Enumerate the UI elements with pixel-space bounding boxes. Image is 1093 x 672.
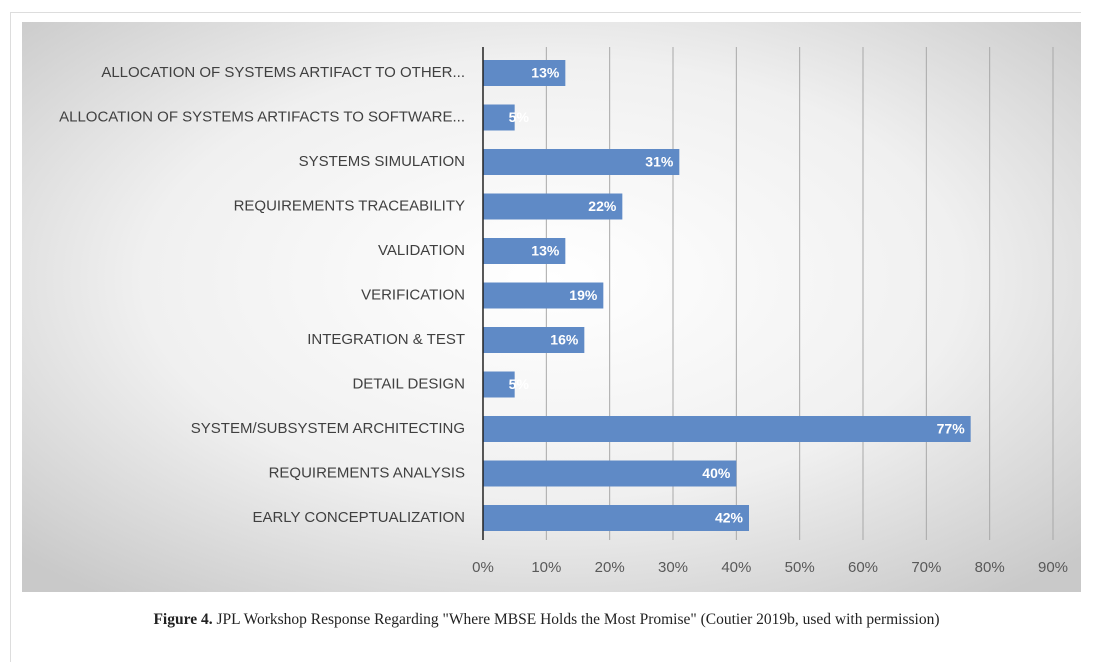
- x-tick-label: 10%: [531, 559, 561, 576]
- x-tick-label: 50%: [785, 559, 815, 576]
- category-label: SYSTEM/SUBSYSTEM ARCHITECTING: [191, 420, 465, 437]
- category-label: SYSTEMS SIMULATION: [299, 153, 465, 170]
- x-tick-label: 60%: [848, 559, 878, 576]
- category-label: VERIFICATION: [361, 286, 465, 303]
- category-label: DETAIL DESIGN: [352, 375, 465, 392]
- bar: [483, 60, 566, 86]
- value-label: 42%: [715, 510, 744, 526]
- value-label: 13%: [531, 65, 560, 81]
- x-tick-label: 40%: [721, 559, 751, 576]
- x-tick-label: 90%: [1038, 559, 1068, 576]
- caption-label: Figure 4.: [153, 611, 213, 628]
- x-tick-label: 0%: [472, 559, 494, 576]
- bar: [483, 327, 585, 353]
- bar: [483, 282, 604, 309]
- category-label: INTEGRATION & TEST: [307, 331, 465, 348]
- x-tick-label: 70%: [911, 559, 941, 576]
- figure-frame: [10, 12, 1081, 662]
- bar: [483, 193, 623, 220]
- value-label: 40%: [702, 465, 731, 481]
- value-label: 31%: [645, 154, 674, 170]
- bar: [483, 505, 749, 531]
- x-tick-label: 20%: [595, 559, 625, 576]
- category-label: EARLY CONCEPTUALIZATION: [252, 509, 465, 526]
- category-label: ALLOCATION OF SYSTEMS ARTIFACTS TO SOFTW…: [59, 108, 465, 125]
- category-label: REQUIREMENTS ANALYSIS: [269, 464, 465, 481]
- value-label: 16%: [550, 332, 579, 348]
- x-tick-label: 80%: [975, 559, 1005, 576]
- category-label: ALLOCATION OF SYSTEMS ARTIFACT TO OTHER.…: [101, 64, 465, 81]
- value-label: 5%: [509, 376, 530, 392]
- x-tick-label: 30%: [658, 559, 688, 576]
- chart: 0% 10% 20% 30% 40% 50% 60% 70% 80% 90% ALLOCATION …: [22, 22, 1081, 592]
- caption-text: JPL Workshop Response Regarding "Where M…: [216, 611, 940, 628]
- value-label: 5%: [509, 109, 530, 125]
- bar: [483, 104, 515, 131]
- category-label: REQUIREMENTS TRACEABILITY: [234, 197, 465, 214]
- value-label: 77%: [937, 421, 966, 437]
- caption: Figure 4. JPL Workshop Response Regardin…: [40, 605, 1053, 635]
- value-label: 13%: [531, 243, 560, 259]
- bar: [483, 460, 737, 487]
- bar: [483, 238, 566, 264]
- bar: [483, 149, 680, 175]
- value-label: 19%: [569, 287, 598, 303]
- category-label: VALIDATION: [378, 242, 465, 259]
- value-label: 22%: [588, 198, 617, 214]
- bar: [483, 371, 515, 398]
- bar: [483, 416, 971, 442]
